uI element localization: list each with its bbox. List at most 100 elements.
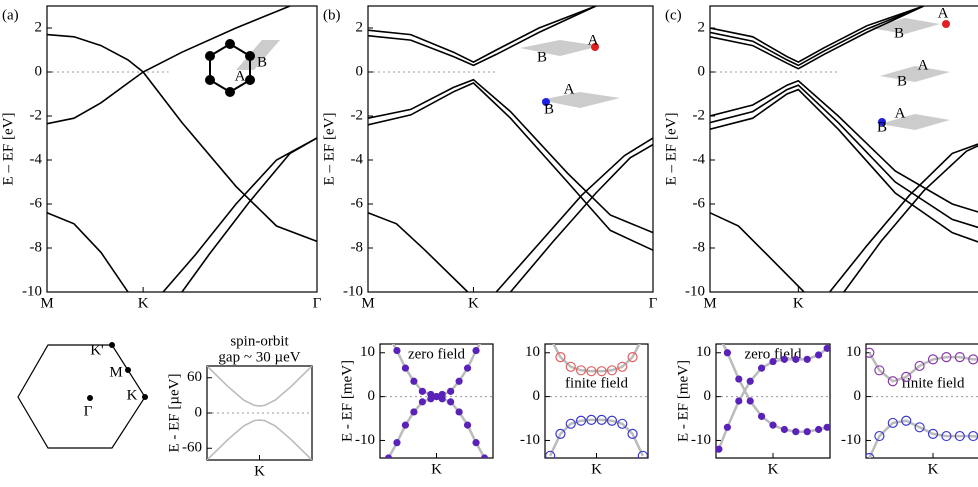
y-tick-label: -10 bbox=[520, 432, 540, 448]
point bbox=[901, 371, 912, 382]
panel-label: (b) bbox=[323, 7, 341, 23]
y-tick-label: 0 bbox=[704, 388, 712, 404]
point bbox=[555, 428, 566, 439]
y-tick-label: -10 bbox=[685, 283, 705, 299]
point bbox=[565, 418, 576, 429]
plot-area bbox=[384, 332, 489, 458]
point bbox=[606, 365, 618, 376]
unit-cell bbox=[236, 40, 280, 70]
point bbox=[927, 428, 939, 439]
y-tick-label: -2 bbox=[30, 107, 43, 123]
point bbox=[723, 423, 732, 431]
plot-frame bbox=[709, 5, 978, 293]
point bbox=[716, 332, 722, 338]
annotation: K bbox=[127, 387, 138, 403]
point bbox=[814, 425, 823, 434]
point bbox=[780, 355, 789, 363]
point bbox=[927, 354, 939, 365]
y-tick-label: 0 bbox=[854, 388, 862, 404]
point bbox=[555, 352, 566, 363]
y-tick-label: -2 bbox=[351, 107, 364, 123]
panel-label: (a) bbox=[2, 7, 19, 23]
point bbox=[735, 397, 743, 405]
x-tick-label: K bbox=[591, 461, 602, 477]
point bbox=[746, 377, 754, 385]
band bbox=[710, 79, 978, 213]
annotation: A bbox=[588, 32, 599, 48]
point bbox=[954, 352, 965, 363]
point bbox=[125, 367, 131, 373]
panel-label: (c) bbox=[665, 7, 682, 23]
band bbox=[47, 33, 317, 243]
x-tick-label: K bbox=[768, 461, 779, 477]
point bbox=[596, 366, 607, 377]
point bbox=[823, 344, 830, 352]
point bbox=[716, 445, 723, 453]
point bbox=[482, 332, 488, 338]
x-tick-label: Γ bbox=[649, 295, 658, 311]
x-tick-label: M bbox=[703, 295, 716, 311]
point bbox=[866, 347, 875, 358]
y-tick-label: 0 bbox=[356, 63, 364, 79]
plot-frame bbox=[367, 5, 654, 293]
point bbox=[401, 421, 410, 429]
y-tick-label: -6 bbox=[351, 195, 364, 211]
plot-frame bbox=[46, 5, 318, 293]
point bbox=[803, 428, 811, 436]
point bbox=[142, 394, 148, 400]
plot-area bbox=[47, 6, 317, 292]
atom bbox=[942, 20, 950, 28]
y-tick-label: 0 bbox=[35, 63, 43, 79]
guide-line bbox=[549, 418, 644, 457]
point bbox=[914, 360, 925, 372]
annotation: A bbox=[918, 57, 929, 73]
y-tick-label: -4 bbox=[693, 151, 706, 167]
y-tick-label: -8 bbox=[693, 239, 706, 255]
band bbox=[181, 137, 317, 292]
y-tick-label: -4 bbox=[351, 151, 364, 167]
annotation: B bbox=[257, 54, 267, 70]
point bbox=[545, 450, 556, 458]
y-tick-label: -10 bbox=[343, 283, 363, 299]
y-axis-label: E - EF [meV] bbox=[675, 360, 691, 442]
point bbox=[596, 414, 607, 425]
molecule-shade bbox=[870, 18, 940, 34]
brillouin-zone bbox=[17, 342, 148, 449]
band bbox=[710, 84, 978, 229]
inset-decoration bbox=[236, 18, 950, 130]
y-tick-label: 0 bbox=[195, 404, 203, 420]
point bbox=[384, 454, 393, 458]
point bbox=[418, 398, 426, 406]
y-tick-label: 60 bbox=[187, 369, 202, 385]
annotation: finite field bbox=[565, 375, 628, 391]
x-tick-label: K bbox=[468, 295, 479, 311]
point bbox=[887, 376, 898, 387]
band bbox=[710, 212, 805, 292]
plot-area bbox=[368, 6, 653, 292]
annotation: A bbox=[895, 105, 906, 121]
point bbox=[803, 355, 811, 363]
atom bbox=[245, 75, 255, 85]
point bbox=[87, 395, 93, 401]
point bbox=[637, 450, 648, 458]
y-tick-label: -4 bbox=[30, 151, 43, 167]
point bbox=[941, 430, 952, 442]
y-tick-label: -2 bbox=[693, 107, 706, 123]
band bbox=[829, 143, 978, 292]
band bbox=[368, 6, 597, 63]
molecule-shade bbox=[540, 92, 620, 108]
atom bbox=[225, 39, 235, 49]
atom bbox=[878, 118, 886, 126]
molecule-shade bbox=[880, 66, 950, 82]
y-axis-label: E – EF [eV] bbox=[663, 113, 679, 186]
band bbox=[710, 6, 925, 67]
point bbox=[393, 439, 401, 447]
y-tick-label: 10 bbox=[846, 344, 861, 360]
x-tick-label: K bbox=[431, 461, 442, 477]
atom bbox=[205, 51, 215, 61]
point bbox=[627, 428, 638, 439]
point bbox=[757, 412, 766, 420]
band bbox=[207, 366, 312, 407]
x-tick-label: M bbox=[40, 295, 53, 311]
y-tick-label: 0 bbox=[368, 388, 376, 404]
